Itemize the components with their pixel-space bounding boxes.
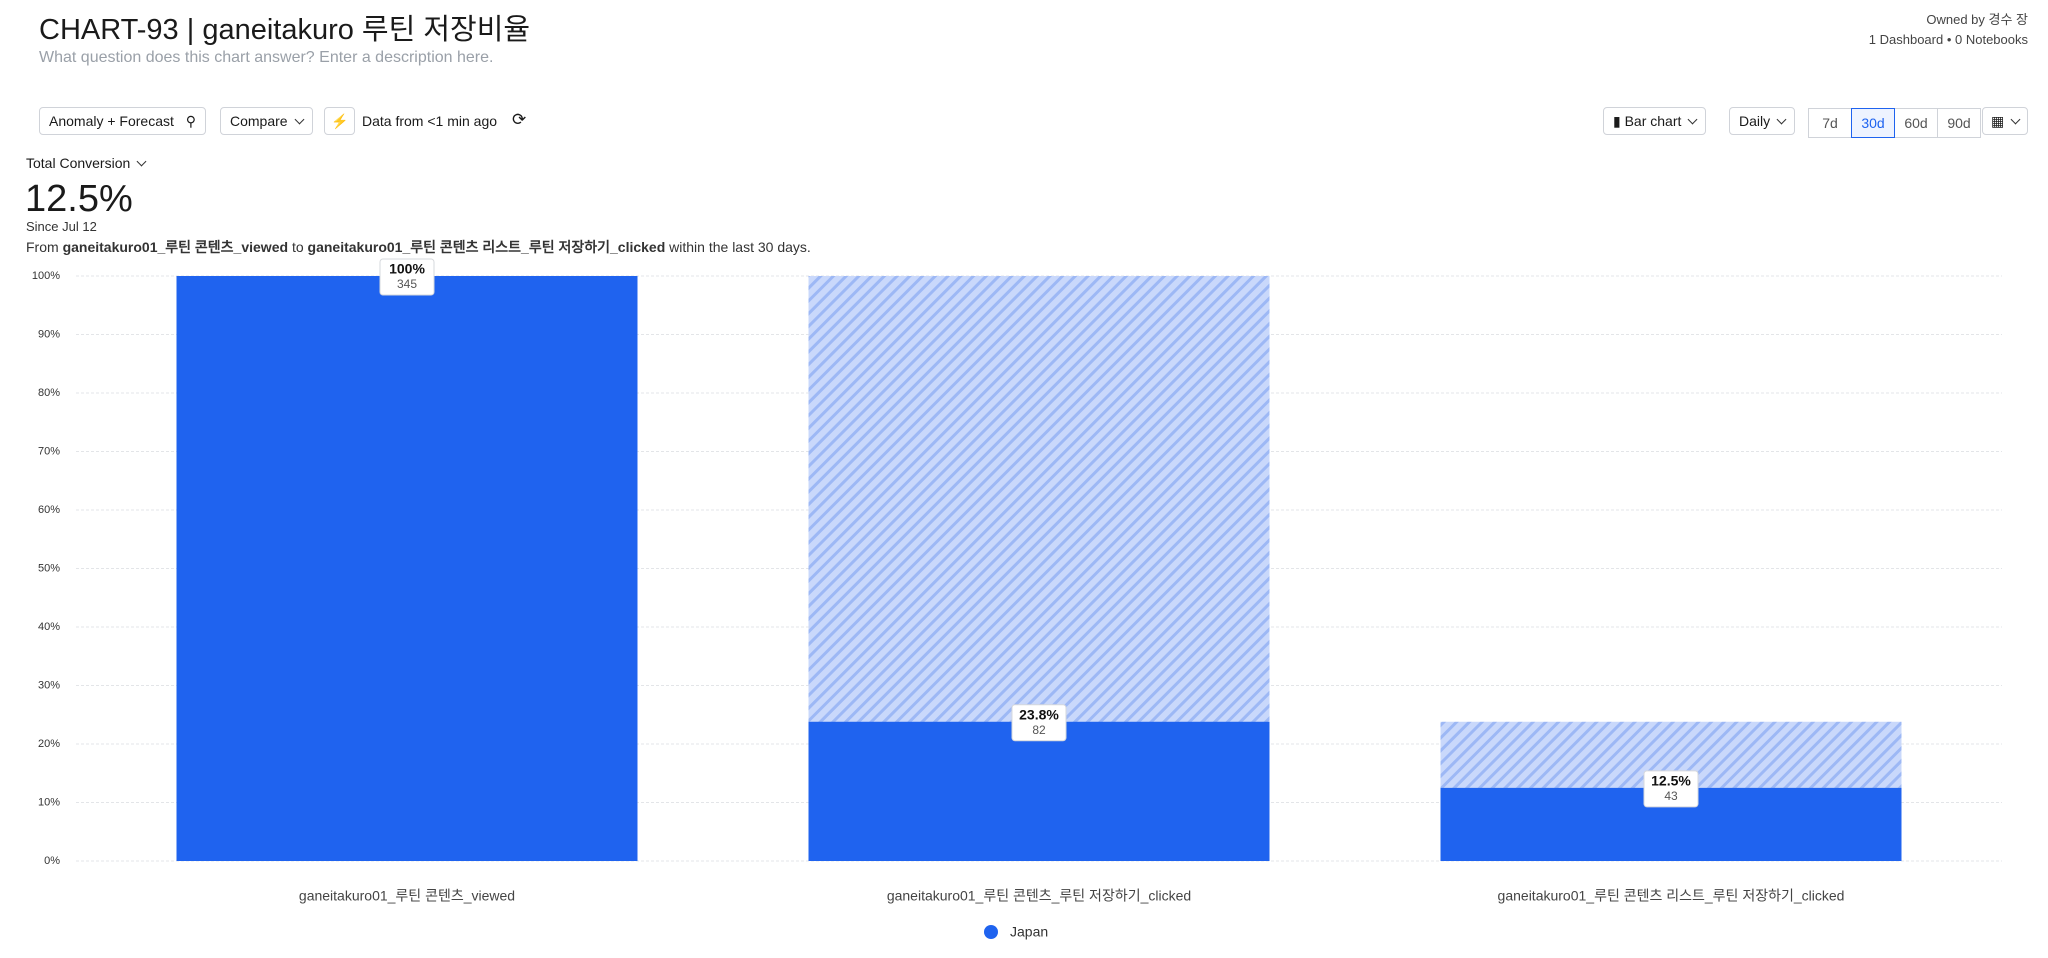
y-tick-label: 100% [32, 270, 60, 282]
label: Anomaly + Forecast [49, 113, 174, 129]
text: to [291, 239, 304, 255]
x-tick-label: ganeitakuro01_루틴 콘텐츠_viewed [299, 888, 515, 904]
range-option[interactable]: 30d [1851, 108, 1895, 138]
label: Compare [230, 113, 288, 129]
legend-label: Japan [1010, 924, 1048, 940]
value-label: 23.8% [1019, 706, 1059, 722]
metric-label[interactable]: Total Conversion [26, 155, 147, 171]
y-tick-label: 80% [38, 387, 60, 399]
label-box [1643, 770, 1699, 808]
compare-button[interactable]: Compare [220, 107, 313, 135]
text: within the last 30 days. [669, 239, 811, 255]
y-tick-label: 90% [38, 328, 60, 340]
bar [176, 276, 638, 861]
y-tick-label: 70% [38, 445, 60, 457]
dropoff-bar [1440, 721, 1902, 861]
bar [808, 721, 1270, 861]
text: From [26, 239, 59, 255]
label: Total Conversion [26, 155, 131, 171]
metric-value: 12.5% [25, 178, 133, 220]
value-label: 12.5% [1651, 773, 1691, 789]
count-label: 345 [397, 277, 417, 291]
calendar-button[interactable]: ▦ [1982, 107, 2029, 135]
refresh-icon[interactable]: ⟳ [512, 110, 527, 129]
y-tick-label: 30% [38, 679, 60, 691]
label-box [1011, 704, 1067, 742]
lightning-button[interactable]: ⚡ [324, 107, 356, 135]
label-box [379, 258, 435, 296]
x-tick-label: ganeitakuro01_루틴 콘텐츠 리스트_루틴 저장하기_clicked [1498, 888, 1845, 904]
interval-button[interactable]: Daily [1729, 107, 1796, 135]
subtitle[interactable]: What question does this chart answer? En… [39, 49, 494, 66]
range-option[interactable]: 7d [1808, 108, 1852, 138]
y-tick-label: 50% [38, 562, 60, 574]
legend-marker [984, 925, 998, 939]
count-label: 82 [1032, 723, 1046, 737]
y-tick-label: 60% [38, 504, 60, 516]
since: Since Jul 12 [26, 219, 97, 234]
anomaly-button[interactable]: Anomaly + Forecast ⚲ [39, 107, 207, 135]
chart-type-button[interactable]: ▮ Bar chart [1603, 107, 1707, 135]
value-label: 100% [389, 261, 425, 277]
description: From ganeitakuro01_루틴 콘텐츠_viewed to gane… [26, 237, 811, 257]
label: Bar chart [1624, 113, 1682, 129]
x-tick-label: ganeitakuro01_루틴 콘텐츠_루틴 저장하기_clicked [887, 888, 1191, 904]
chart-title: CHART-93 | ganeitakuro 루틴 저장비율 [39, 14, 531, 46]
y-tick-label: 10% [38, 796, 60, 808]
y-tick-label: 40% [38, 621, 60, 633]
freshness: Data from <1 min ago [362, 113, 498, 129]
count-label: 43 [1664, 789, 1678, 803]
y-tick-label: 0% [44, 855, 60, 867]
label: Daily [1739, 113, 1771, 129]
event: ganeitakuro01_루틴 콘텐츠 리스트_루틴 저장하기_clicked [307, 239, 666, 255]
range-option[interactable]: 90d [1937, 108, 1981, 138]
y-tick-label: 20% [38, 738, 60, 750]
range-option[interactable]: 60d [1894, 108, 1938, 138]
bar [1440, 787, 1902, 861]
links[interactable]: 1 Dashboard • 0 Notebooks [1868, 32, 2028, 47]
event: ganeitakuro01_루틴 콘텐츠_viewed [62, 239, 289, 255]
owner: Owned by 경수 장 [1926, 12, 2028, 27]
dropoff-bar [808, 276, 1270, 861]
